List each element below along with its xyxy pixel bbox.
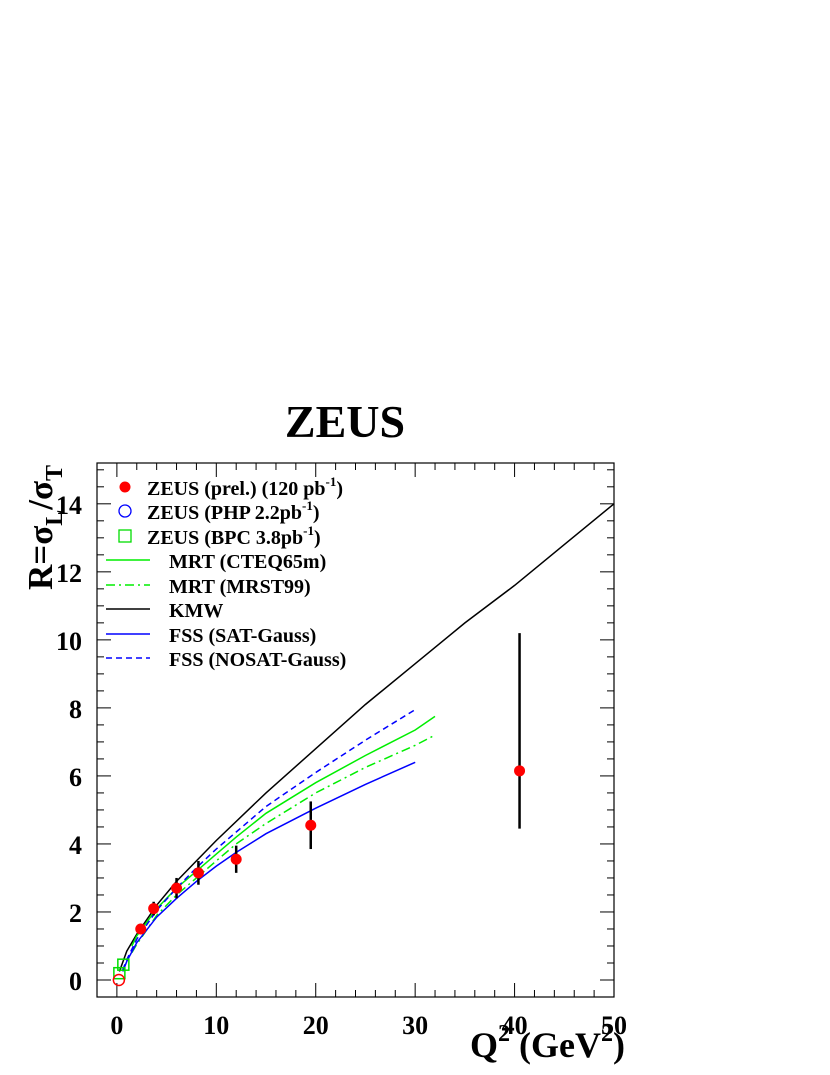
curve-mrt-mrst: [131, 734, 436, 954]
legend-label-fss-sat: FSS (SAT-Gauss): [169, 625, 316, 647]
x-axis-label: Q2 (GeV2): [470, 1021, 625, 1065]
zeus-point: [171, 882, 183, 894]
bpc-point: [113, 966, 126, 980]
zeus-point: [135, 923, 147, 935]
y-tick-label: 10: [56, 627, 82, 656]
legend-label-php: ZEUS (PHP 2.2pb-1): [147, 498, 320, 524]
bpc-point: [117, 958, 130, 971]
y-tick-label: 0: [69, 967, 82, 996]
x-tick-label: 50: [601, 1011, 627, 1040]
zeus-point: [192, 867, 204, 879]
chart-title: ZEUS: [285, 396, 405, 447]
zeus-point: [305, 819, 317, 831]
y-tick-labels: 0 2 4 6 8 10 12 14: [56, 491, 82, 996]
curve-fss-nosat: [122, 708, 416, 971]
x-tick-label: 20: [303, 1011, 329, 1040]
php-point: [112, 973, 126, 987]
x-tick-labels: 0 10 20 30 40 50: [110, 1011, 627, 1040]
model-curves: [118, 503, 615, 972]
x-tick-label: 10: [203, 1011, 229, 1040]
curve-mrt-cteq: [131, 715, 436, 947]
curve-fss-sat: [122, 761, 416, 972]
legend-marker-php: [118, 504, 132, 518]
curve-kmw: [118, 503, 615, 972]
legend: ZEUS (prel.) (120 pb-1)ZEUS (PHP 2.2pb-1…: [106, 474, 346, 671]
legend-label-bpc: ZEUS (BPC 3.8pb-1): [147, 523, 321, 549]
legend-label-kmw: KMW: [169, 600, 223, 622]
y-tick-label: 8: [69, 695, 82, 724]
axis-ticks: [97, 463, 615, 997]
legend-label-mrt-cteq: MRT (CTEQ65m): [169, 551, 326, 573]
zeus-point: [230, 853, 242, 865]
x-tick-label: 40: [502, 1011, 528, 1040]
y-tick-label: 4: [69, 831, 82, 860]
x-tick-label: 0: [110, 1011, 123, 1040]
y-tick-label: 14: [56, 491, 82, 520]
legend-label-fss-nosat: FSS (NOSAT-Gauss): [169, 649, 346, 671]
x-tick-label: 30: [402, 1011, 428, 1040]
legend-label-zeus: ZEUS (prel.) (120 pb-1): [147, 474, 343, 500]
legend-marker-bpc: [118, 529, 132, 543]
zeus-point: [514, 765, 526, 777]
y-axis-label: R=σL/σT: [21, 465, 68, 590]
data-points: [112, 633, 526, 987]
y-tick-label: 12: [56, 559, 82, 588]
zeus-point: [148, 903, 160, 915]
y-tick-label: 2: [69, 899, 82, 928]
y-tick-label: 6: [69, 763, 82, 792]
legend-label-mrt-mrst: MRT (MRST99): [169, 576, 311, 598]
legend-marker-zeus: [119, 481, 131, 493]
